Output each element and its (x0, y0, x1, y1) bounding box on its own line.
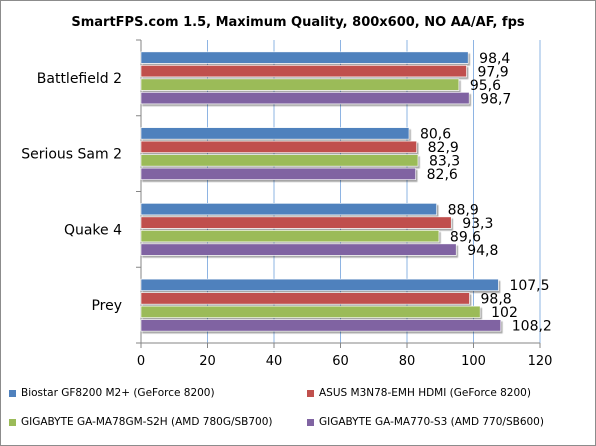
data-label: 88,9 (448, 202, 479, 218)
bar (140, 243, 457, 256)
category-label: Quake 4 (64, 222, 122, 238)
x-tick-label: 40 (266, 354, 283, 369)
bar (140, 319, 502, 332)
data-label: 95,6 (470, 78, 501, 94)
data-label: 80,6 (420, 127, 451, 143)
data-label: 98,4 (479, 51, 510, 67)
bar (140, 305, 481, 318)
data-label: 89,6 (450, 229, 481, 245)
plot-area: 0 20 40 60 80 100 120 Battlefield 2 98,497,995,6… (21, 39, 553, 369)
x-tick-label: 20 (199, 354, 216, 369)
x-tick-label: 120 (528, 354, 553, 369)
bar (140, 51, 469, 64)
category-label: Battlefield 2 (37, 71, 122, 87)
chart-title: SmartFPS.com 1.5, Maximum Quality, 800x6… (71, 15, 525, 30)
x-tick-label: 100 (461, 354, 486, 369)
data-label: 107,5 (509, 278, 549, 294)
bar (140, 167, 416, 180)
bar (140, 203, 437, 216)
bar (140, 230, 440, 243)
data-label: 102 (491, 305, 518, 321)
bar (140, 154, 419, 167)
data-label: 97,9 (478, 64, 509, 80)
bar (140, 127, 410, 140)
category-label: Serious Sam 2 (21, 147, 122, 163)
data-label: 98,8 (481, 292, 512, 308)
x-tick-label: 80 (399, 354, 416, 369)
category-label: Prey (91, 298, 122, 314)
bar (140, 278, 499, 291)
data-label: 108,2 (512, 319, 552, 335)
x-tick-label: 0 (137, 354, 145, 369)
data-label: 83,3 (429, 154, 460, 170)
data-label: 82,6 (427, 167, 458, 183)
bar (140, 292, 470, 305)
bar (140, 140, 417, 153)
bar (140, 92, 470, 105)
bar (140, 78, 460, 91)
data-label: 98,7 (480, 91, 511, 107)
data-label: 82,9 (428, 140, 459, 156)
bar (140, 65, 467, 78)
bar (140, 216, 452, 229)
data-label: 94,8 (467, 243, 498, 259)
data-label: 93,3 (462, 216, 493, 232)
x-tick-label: 60 (332, 354, 349, 369)
